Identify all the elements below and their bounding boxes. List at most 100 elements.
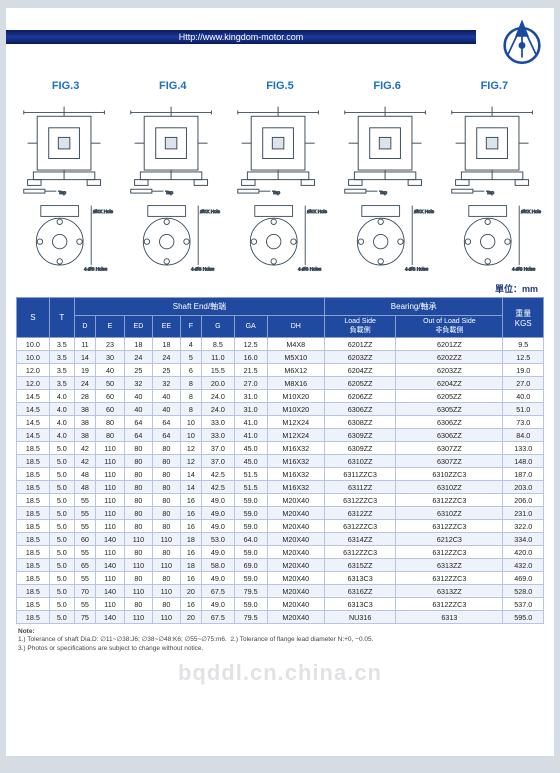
table-cell: 80 bbox=[152, 598, 180, 611]
table-cell: 6203ZZ bbox=[324, 351, 395, 364]
table-cell: 18 bbox=[124, 338, 152, 351]
table-cell: 42.5 bbox=[201, 481, 234, 494]
unit-label: 單位：mm bbox=[6, 274, 554, 297]
table-cell: 33.0 bbox=[201, 416, 234, 429]
table-cell: 203.0 bbox=[503, 481, 544, 494]
table-row: 18.55.04211080801237.045.0M16X326310ZZ63… bbox=[17, 455, 544, 468]
table-row: 10.03.51123181848.512.5M4X86201ZZ6201ZZ9… bbox=[17, 338, 544, 351]
svg-text:Tap: Tap bbox=[272, 190, 280, 196]
col-outload: Out of Load Side 非負載側 bbox=[396, 316, 503, 338]
table-cell: 18.5 bbox=[17, 494, 50, 507]
table-cell: 80 bbox=[152, 481, 180, 494]
table-row: 18.55.04811080801442.551.5M16X326311ZZ63… bbox=[17, 481, 544, 494]
figure-block: FIG.5 Tap ØKK Hole 4-ØS Holes bbox=[230, 80, 330, 274]
table-cell: 16.0 bbox=[234, 351, 267, 364]
table-row: 18.55.0651401101101858.069.0M20X406315ZZ… bbox=[17, 559, 544, 572]
table-cell: 10 bbox=[180, 429, 201, 442]
table-cell: 80 bbox=[124, 468, 152, 481]
table-cell: M20X40 bbox=[267, 611, 324, 624]
table-cell: 14.5 bbox=[17, 416, 50, 429]
table-cell: 49.0 bbox=[201, 546, 234, 559]
table-cell: 79.5 bbox=[234, 611, 267, 624]
table-cell: 27.0 bbox=[503, 377, 544, 390]
table-cell: 6201ZZ bbox=[324, 338, 395, 351]
table-cell: 16 bbox=[180, 546, 201, 559]
table-cell: M20X40 bbox=[267, 572, 324, 585]
table-cell: 206.0 bbox=[503, 494, 544, 507]
table-cell: 18.5 bbox=[17, 559, 50, 572]
table-cell: M16X32 bbox=[267, 455, 324, 468]
note-3: 3.) Photos or specifications are subject… bbox=[18, 645, 542, 653]
table-cell: 49.0 bbox=[201, 494, 234, 507]
figure-title: FIG.6 bbox=[337, 80, 437, 92]
table-cell: 42 bbox=[74, 442, 95, 455]
table-cell: 25 bbox=[124, 364, 152, 377]
motor-diagram: Tap bbox=[18, 98, 114, 196]
table-cell: 6 bbox=[180, 364, 201, 377]
table-cell: 6314ZZ bbox=[324, 533, 395, 546]
table-cell: 4.0 bbox=[49, 390, 74, 403]
table-cell: 59.0 bbox=[234, 494, 267, 507]
figure-block: FIG.6 Tap ØKK Hole 4-ØS Holes bbox=[337, 80, 437, 274]
table-cell: 110 bbox=[96, 442, 125, 455]
table-cell: 6310ZZ bbox=[324, 455, 395, 468]
svg-text:Tap: Tap bbox=[379, 190, 387, 196]
svg-text:Tap: Tap bbox=[165, 190, 173, 196]
table-cell: 528.0 bbox=[503, 585, 544, 598]
table-cell: 3.5 bbox=[49, 364, 74, 377]
table-cell: 16 bbox=[180, 507, 201, 520]
table-cell: 16 bbox=[180, 520, 201, 533]
spec-table-body: 10.03.51123181848.512.5M4X86201ZZ6201ZZ9… bbox=[17, 338, 544, 624]
table-cell: 6204ZZ bbox=[396, 377, 503, 390]
table-cell: 6312ZZ bbox=[324, 507, 395, 520]
table-cell: 33.0 bbox=[201, 429, 234, 442]
table-cell: 64.0 bbox=[234, 533, 267, 546]
spec-table: S T Shaft End/軸端 Bearing/軸承 重量 KGS D E E… bbox=[16, 297, 544, 624]
table-cell: 4.0 bbox=[49, 429, 74, 442]
table-cell: 21.5 bbox=[234, 364, 267, 377]
table-cell: 6316ZZ bbox=[324, 585, 395, 598]
table-cell: 537.0 bbox=[503, 598, 544, 611]
table-cell: 5.0 bbox=[49, 442, 74, 455]
table-cell: 110 bbox=[96, 494, 125, 507]
table-cell: 80 bbox=[96, 416, 125, 429]
table-cell: M4X8 bbox=[267, 338, 324, 351]
table-row: 18.55.04811080801442.551.5M16X326311ZZC3… bbox=[17, 468, 544, 481]
table-cell: 11.0 bbox=[201, 351, 234, 364]
table-cell: 18.5 bbox=[17, 442, 50, 455]
table-cell: 32 bbox=[152, 377, 180, 390]
table-cell: M10X20 bbox=[267, 390, 324, 403]
table-cell: 595.0 bbox=[503, 611, 544, 624]
table-cell: 18.5 bbox=[17, 598, 50, 611]
col-ga: GA bbox=[234, 316, 267, 338]
flange-diagram: ØKK Hole 4-ØS Holes bbox=[18, 202, 114, 274]
table-cell: 6308ZZ bbox=[324, 416, 395, 429]
table-cell: 110 bbox=[96, 468, 125, 481]
motor-diagram: Tap bbox=[125, 98, 221, 196]
svg-text:ØKK Hole: ØKK Hole bbox=[307, 209, 328, 214]
table-cell: 10 bbox=[180, 416, 201, 429]
table-cell: 5.0 bbox=[49, 481, 74, 494]
table-cell: 51.5 bbox=[234, 468, 267, 481]
spec-table-wrap: S T Shaft End/軸端 Bearing/軸承 重量 KGS D E E… bbox=[6, 297, 554, 624]
table-cell: M20X40 bbox=[267, 520, 324, 533]
table-cell: 79.5 bbox=[234, 585, 267, 598]
table-cell: 6312ZZC3 bbox=[324, 546, 395, 559]
table-cell: 51.0 bbox=[503, 403, 544, 416]
table-cell: M20X40 bbox=[267, 546, 324, 559]
table-row: 18.55.05511080801649.059.0M20X406312ZZC3… bbox=[17, 546, 544, 559]
table-cell: 110 bbox=[124, 611, 152, 624]
table-cell: 6312ZZC3 bbox=[396, 598, 503, 611]
table-cell: 24 bbox=[152, 351, 180, 364]
table-cell: M8X16 bbox=[267, 377, 324, 390]
table-cell: 59.0 bbox=[234, 572, 267, 585]
table-cell: 80 bbox=[152, 494, 180, 507]
table-cell: 53.0 bbox=[201, 533, 234, 546]
table-cell: 110 bbox=[124, 533, 152, 546]
table-cell: 8 bbox=[180, 403, 201, 416]
table-cell: 59.0 bbox=[234, 546, 267, 559]
table-cell: 59.0 bbox=[234, 520, 267, 533]
table-cell: 40 bbox=[96, 364, 125, 377]
table-cell: 110 bbox=[96, 546, 125, 559]
table-cell: 25 bbox=[152, 364, 180, 377]
